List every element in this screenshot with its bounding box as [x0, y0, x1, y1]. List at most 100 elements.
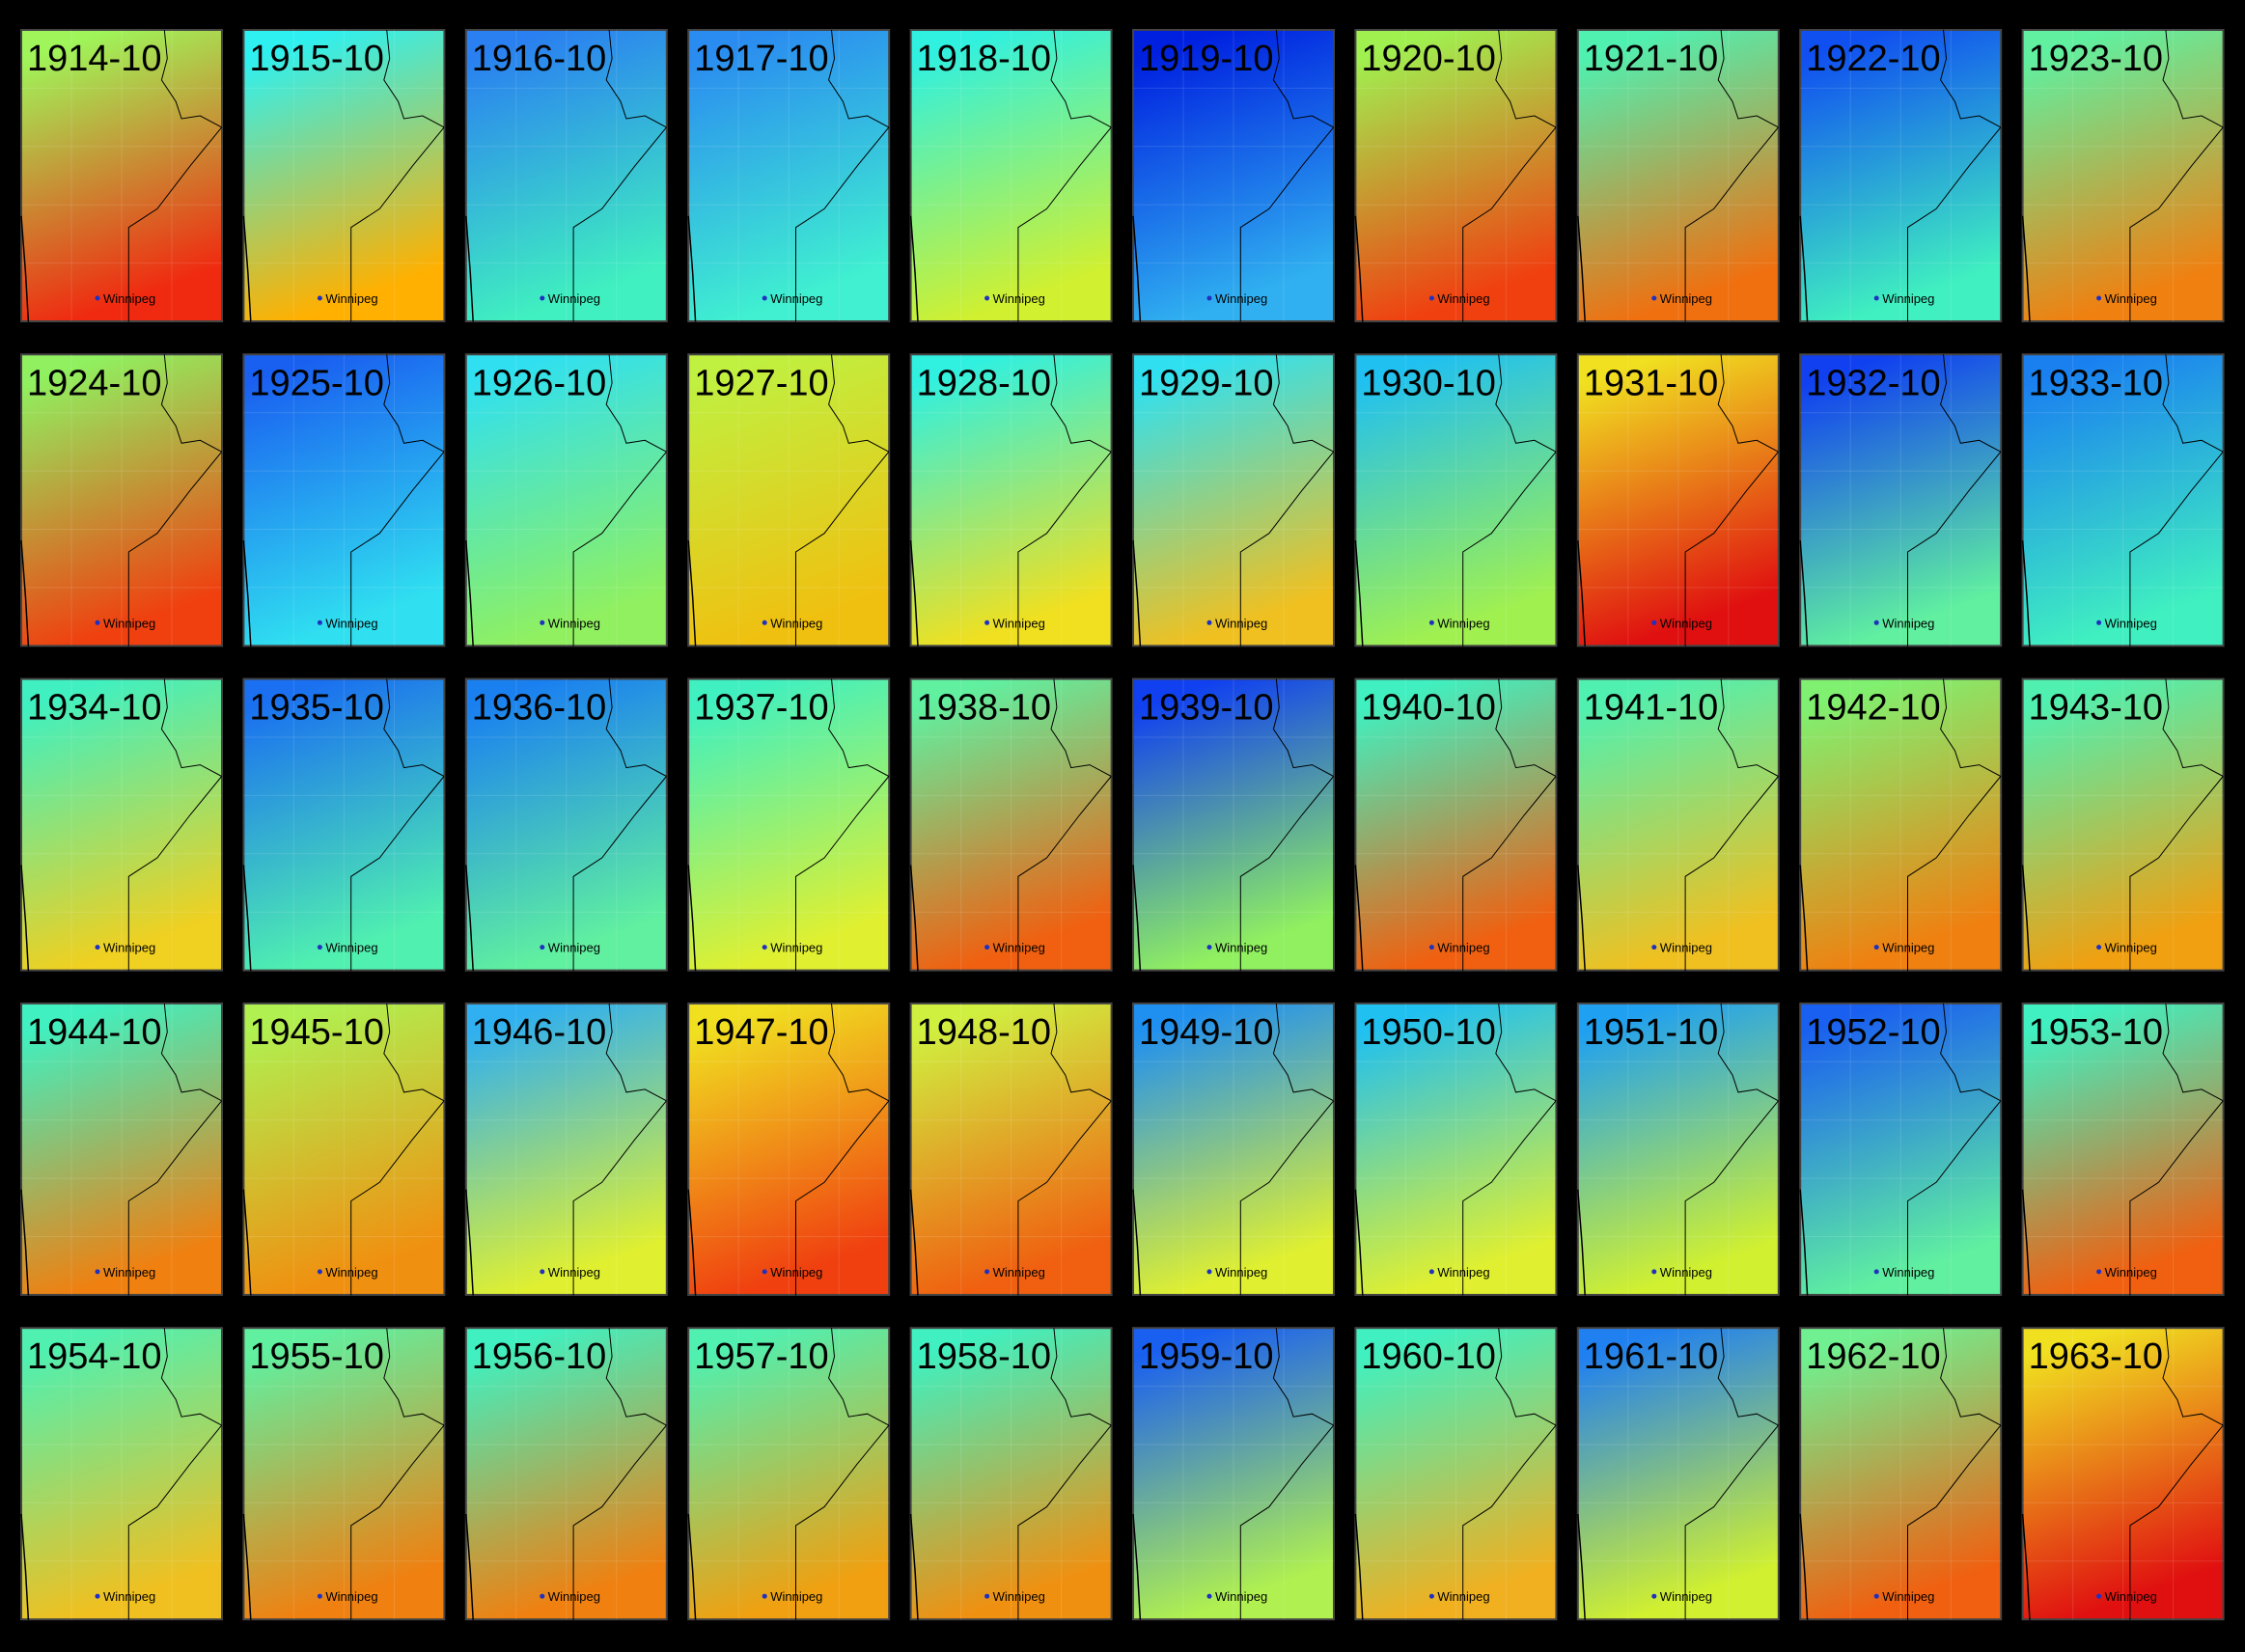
boundary: [572, 776, 667, 972]
map-field: [1576, 1327, 1780, 1621]
boundary: [909, 865, 919, 972]
city-label: Winnipeg: [1437, 1589, 1489, 1604]
map-panel: 1915-10 Winnipeg: [242, 29, 446, 322]
map-panel: 1921-10 Winnipeg: [1576, 29, 1780, 322]
map-field: [909, 353, 1113, 647]
panel-label: 1937-10: [694, 688, 828, 729]
map-field: [2021, 1002, 2225, 1296]
boundary: [1354, 540, 1364, 647]
city-marker: [317, 620, 322, 625]
map-panel: 1926-10 Winnipeg: [464, 353, 668, 647]
map-field: [1354, 677, 1558, 972]
city-label: Winnipeg: [103, 1265, 155, 1280]
boundary: [1799, 1513, 1809, 1620]
map-panel: 1952-10 Winnipeg: [1799, 1002, 2003, 1296]
panel-label: 1917-10: [694, 39, 828, 79]
panel-label: 1923-10: [2029, 39, 2163, 79]
boundary: [1799, 215, 1809, 322]
city-label: Winnipeg: [770, 1589, 822, 1604]
boundary: [2129, 126, 2224, 322]
boundary: [605, 1003, 667, 1102]
map-panel: 1934-10 Winnipeg: [20, 677, 223, 972]
map-panel: 1961-10 Winnipeg: [1576, 1327, 1780, 1621]
map-field: [909, 1002, 1113, 1296]
city-label: Winnipeg: [993, 941, 1045, 955]
boundary: [687, 1189, 697, 1296]
map-panel: 1935-10 Winnipeg: [242, 677, 446, 972]
city-marker: [95, 945, 100, 950]
boundary: [1132, 865, 1142, 972]
map-field: [1132, 1002, 1335, 1296]
map-panel: 1919-10 Winnipeg: [1132, 29, 1335, 322]
boundary: [828, 354, 890, 453]
boundary: [127, 451, 223, 647]
boundary: [1239, 451, 1335, 647]
map-panel: 1957-10 Winnipeg: [687, 1327, 891, 1621]
boundary: [572, 126, 667, 322]
map-panel: 1947-10 Winnipeg: [687, 1002, 891, 1296]
panel-label: 1918-10: [917, 39, 1051, 79]
boundary: [1906, 1100, 2002, 1296]
boundary: [160, 1003, 222, 1102]
city-label: Winnipeg: [548, 291, 600, 306]
map-field: [687, 29, 891, 322]
panel-label: 1933-10: [2029, 363, 2163, 403]
panel-label: 1962-10: [1806, 1336, 1940, 1377]
map-panel: 1914-10 Winnipeg: [20, 29, 223, 322]
map-field: [1799, 29, 2003, 322]
map-panel: 1937-10 Winnipeg: [687, 677, 891, 972]
boundary: [1354, 1513, 1364, 1620]
map-field: [1576, 677, 1780, 972]
boundary: [1354, 865, 1364, 972]
city-marker: [762, 620, 767, 625]
boundary: [1717, 1003, 1779, 1102]
city-label: Winnipeg: [1882, 941, 1934, 955]
city-label: Winnipeg: [1882, 616, 1934, 630]
city-marker: [1873, 620, 1879, 625]
boundary: [1239, 126, 1335, 322]
map-field: [909, 677, 1113, 972]
boundary: [909, 215, 919, 322]
map-panel: 1958-10 Winnipeg: [909, 1327, 1113, 1621]
city-label: Winnipeg: [103, 291, 155, 306]
city-label: Winnipeg: [2105, 291, 2157, 306]
panel-label: 1946-10: [472, 1012, 606, 1053]
boundary: [1577, 215, 1586, 322]
boundary: [828, 678, 890, 777]
map-panel: 1916-10 Winnipeg: [464, 29, 668, 322]
map-field: [464, 1327, 668, 1621]
panel-label: 1925-10: [249, 363, 383, 403]
boundary: [160, 354, 222, 453]
boundary: [1239, 1424, 1335, 1620]
map-panel: 1956-10 Winnipeg: [464, 1327, 668, 1621]
boundary: [1940, 354, 2002, 453]
city-marker: [95, 1593, 100, 1599]
boundary: [1017, 1424, 1112, 1620]
map-field: [1132, 29, 1335, 322]
city-label: Winnipeg: [2105, 1265, 2157, 1280]
map-panel: 1936-10 Winnipeg: [464, 677, 668, 972]
map-panel: 1949-10 Winnipeg: [1132, 1002, 1335, 1296]
boundary: [828, 29, 890, 128]
map-panel: 1941-10 Winnipeg: [1576, 677, 1780, 972]
city-marker: [95, 620, 100, 625]
boundary: [2129, 1424, 2224, 1620]
city-marker: [540, 295, 545, 301]
boundary: [1906, 126, 2002, 322]
boundary: [383, 1328, 445, 1426]
city-label: Winnipeg: [548, 1265, 600, 1280]
panel-label: 1940-10: [1361, 688, 1495, 729]
city-label: Winnipeg: [325, 1265, 377, 1280]
city-label: Winnipeg: [770, 941, 822, 955]
boundary: [127, 776, 223, 972]
boundary: [1050, 1328, 1112, 1426]
panel-label: 1958-10: [917, 1336, 1051, 1377]
boundary: [605, 678, 667, 777]
boundary: [828, 1328, 890, 1426]
map-panel: 1942-10 Winnipeg: [1799, 677, 2003, 972]
map-field: [464, 29, 668, 322]
city-label: Winnipeg: [1660, 616, 1712, 630]
boundary: [828, 1003, 890, 1102]
city-marker: [540, 1593, 545, 1599]
map-field: [242, 1002, 446, 1296]
